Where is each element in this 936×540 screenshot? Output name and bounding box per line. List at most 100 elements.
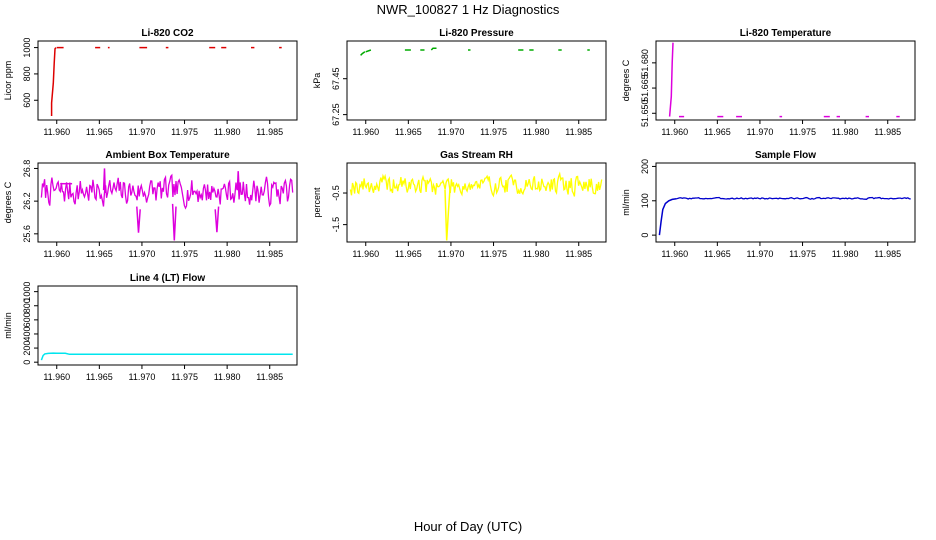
x-tick-label: 11.965 <box>704 249 731 259</box>
panel-title: Li-820 Temperature <box>740 28 832 39</box>
x-tick-label: 11.965 <box>86 249 113 259</box>
x-tick-label: 11.965 <box>86 127 113 137</box>
x-tick-label: 11.985 <box>874 249 901 259</box>
x-tick-label: 11.980 <box>523 127 550 137</box>
series-group <box>40 352 293 361</box>
y-tick-label: -1.5 <box>331 217 341 233</box>
x-tick-label: 11.985 <box>256 372 283 382</box>
x-tick-label: 11.960 <box>661 249 688 259</box>
y-tick-label: 600 <box>22 93 32 108</box>
series-line-s2 <box>365 49 372 53</box>
x-tick-label: 11.960 <box>43 372 70 382</box>
series-line-spike <box>668 42 674 117</box>
x-tick-label: 11.970 <box>438 127 465 137</box>
x-tick-label: 11.985 <box>256 249 283 259</box>
y-tick-label: 51.665 <box>640 74 650 102</box>
y-tick-label: 0 <box>22 360 32 365</box>
y-tick-label: 67.45 <box>331 67 341 90</box>
y-tick-label: 26.8 <box>22 160 32 178</box>
series-group <box>50 46 282 116</box>
panels: Li-820 CO2 Licor ppm 11.960 11.965 11.970 11.… <box>3 28 916 382</box>
series-line-peak2 <box>236 171 240 191</box>
y-tick-label: 26.2 <box>22 192 32 210</box>
x-tick-label: 11.980 <box>832 127 859 137</box>
panel-title: Li-820 CO2 <box>141 28 194 39</box>
y-axis-label: percent <box>312 187 322 218</box>
y-axis-label: Licor ppm <box>3 61 13 101</box>
series-line-trace <box>40 352 293 361</box>
x-tick-label: 11.975 <box>171 372 198 382</box>
panel-title: Line 4 (LT) Flow <box>130 273 206 284</box>
series-line-s1 <box>360 51 366 56</box>
panel-6: Sample Flow ml/min 11.960 11.965 11.970 11.97… <box>621 150 916 259</box>
x-tick-label: 11.975 <box>789 127 816 137</box>
panel-title: Li-820 Pressure <box>439 28 514 39</box>
panel-1: Li-820 CO2 Licor ppm 11.960 11.965 11.970 11.… <box>3 28 298 137</box>
plot-frame <box>37 285 298 366</box>
plot-frame <box>655 162 916 243</box>
y-tick-label: 51.680 <box>640 49 650 77</box>
panel-5: Gas Stream RH percent 11.960 11.965 11.970 11… <box>312 150 607 259</box>
x-tick-label: 11.985 <box>874 127 901 137</box>
x-tick-label: 11.965 <box>704 127 731 137</box>
x-tick-label: 11.970 <box>129 372 156 382</box>
x-tick-label: 11.980 <box>214 127 241 137</box>
series-line-main <box>676 196 911 200</box>
x-tick-label: 11.975 <box>480 249 507 259</box>
y-tick-label: 0 <box>640 233 650 238</box>
series-line-s5 <box>430 47 437 51</box>
plot-frame <box>37 162 298 243</box>
y-tick-label: 800 <box>22 298 32 313</box>
panel-title: Sample Flow <box>755 150 816 161</box>
x-tick-label: 11.985 <box>565 249 592 259</box>
y-tick-label: 800 <box>22 66 32 81</box>
x-tick-label: 11.985 <box>565 127 592 137</box>
x-tick-label: 11.975 <box>171 249 198 259</box>
series-group <box>349 171 603 241</box>
x-tick-label: 11.980 <box>832 249 859 259</box>
y-tick-label: 100 <box>640 193 650 208</box>
x-tick-label: 11.980 <box>523 249 550 259</box>
y-axis-label: kPa <box>312 73 322 89</box>
series-group <box>658 196 911 236</box>
y-tick-label: -0.5 <box>331 185 341 201</box>
x-tick-label: 11.980 <box>214 249 241 259</box>
x-tick-label: 11.960 <box>43 249 70 259</box>
x-tick-label: 11.960 <box>352 249 379 259</box>
x-tick-label: 11.980 <box>214 372 241 382</box>
x-tick-label: 11.975 <box>480 127 507 137</box>
y-axis-label: degrees C <box>621 59 631 101</box>
panel-3: Li-820 Temperature degrees C 11.960 11.965 1… <box>621 28 916 137</box>
y-tick-label: 1000 <box>22 282 32 302</box>
x-tick-label: 11.970 <box>747 127 774 137</box>
series-line-drop2 <box>171 203 177 241</box>
panel-2: Li-820 Pressure kPa 11.960 11.965 11.970 11.9… <box>312 28 607 137</box>
x-tick-label: 11.970 <box>129 249 156 259</box>
x-tick-label: 11.960 <box>43 127 70 137</box>
plot-frame <box>655 40 916 121</box>
series-line-spike <box>50 47 57 116</box>
series-group <box>360 47 590 56</box>
plot-frame <box>37 40 298 121</box>
panel-7: Line 4 (LT) Flow ml/min 11.960 11.965 11.970… <box>3 273 298 382</box>
figure-title: NWR_100827 1 Hz Diagnostics <box>377 2 560 17</box>
panel-title: Gas Stream RH <box>440 150 513 161</box>
series-line-peak1 <box>102 168 107 194</box>
panel-4: Ambient Box Temperature degrees C 11.960 11… <box>3 150 298 259</box>
y-tick-label: 200 <box>22 341 32 356</box>
series-line-drop1 <box>136 206 141 233</box>
series-line-main <box>349 171 603 198</box>
x-tick-label: 11.965 <box>86 372 113 382</box>
y-axis-label: degrees C <box>3 181 13 223</box>
y-axis-label: ml/min <box>3 312 13 339</box>
y-tick-label: 600 <box>22 312 32 327</box>
x-tick-label: 11.960 <box>661 127 688 137</box>
y-tick-label: 25.6 <box>22 225 32 243</box>
series-line-drop <box>444 186 451 241</box>
x-tick-label: 11.970 <box>747 249 774 259</box>
series-line-ramp <box>658 197 677 236</box>
series-line-drop3 <box>214 206 220 233</box>
x-tick-label: 11.970 <box>438 249 465 259</box>
